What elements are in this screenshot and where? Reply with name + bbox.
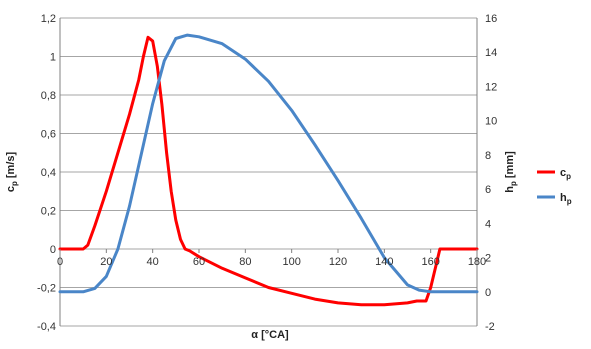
right-axis-tick-label: 14 [485, 47, 497, 59]
right-axis-ticks: -2 0 2 4 6 8 10 12 14 16 [485, 13, 497, 333]
left-axis-title-unit: [m/s] [5, 152, 17, 179]
right-axis-tick-label: 6 [485, 184, 491, 196]
x-axis-tick-label: 140 [375, 256, 393, 268]
legend-label-cp: cp [560, 167, 571, 181]
right-axis-title-subscript: p [509, 181, 518, 186]
left-axis-tick-label: 0,6 [41, 129, 56, 141]
right-axis-title-main: h [504, 186, 516, 193]
right-axis-tick-label: 0 [485, 287, 491, 299]
right-axis-tick-label: 16 [485, 13, 497, 25]
x-axis-tick-label: 40 [147, 256, 159, 268]
left-axis-tick-label: 1 [50, 52, 56, 64]
x-axis-tick-label: 100 [282, 256, 300, 268]
series-lines [58, 33, 479, 307]
x-axis-tick-label: 60 [193, 256, 205, 268]
left-axis-title: cp [m/s] [5, 152, 19, 193]
left-axis-tick-label: -0,4 [37, 321, 56, 333]
left-axis-ticks: -0,4 -0,2 0 0,2 0,4 0,6 0,8 1 1,2 [37, 13, 56, 333]
series-line-hp [58, 33, 479, 294]
right-axis-tick-label: 12 [485, 81, 497, 93]
right-axis-tick-label: -2 [485, 321, 495, 333]
legend-label-hp-subscript: p [567, 197, 572, 206]
gridlines [59, 17, 478, 327]
x-axis-tick-label: 160 [421, 256, 439, 268]
x-axis-tick-label: 20 [100, 256, 112, 268]
right-axis-title: hp [mm] [504, 151, 518, 193]
right-axis-tick-label: 10 [485, 116, 497, 128]
legend-label-cp-subscript: p [566, 172, 571, 181]
x-axis-tick-label: 180 [468, 256, 486, 268]
left-axis-tick-label: 0,8 [41, 90, 56, 102]
x-axis-title: α [°CA] [251, 329, 289, 341]
x-axis-tick-label: 0 [57, 256, 63, 268]
left-axis-tick-label: 0 [50, 244, 56, 256]
legend-label-hp: hp [560, 192, 572, 206]
series-line-cp [58, 35, 479, 307]
left-axis-tick-label: -0,2 [37, 283, 56, 295]
right-axis-tick-label: 8 [485, 150, 491, 162]
right-axis-tick-label: 2 [485, 253, 491, 265]
right-axis-tick-label: 4 [485, 218, 491, 230]
left-axis-title-subscript: p [10, 181, 19, 186]
x-axis-tick-label: 80 [239, 256, 251, 268]
legend: cp hp [537, 167, 572, 206]
left-axis-title-main: c [5, 186, 17, 192]
left-axis-tick-label: 0,2 [41, 206, 56, 218]
x-axis-tick-label: 120 [329, 256, 347, 268]
legend-label-hp-main: h [560, 192, 567, 204]
left-axis-tick-label: 0,4 [41, 167, 56, 179]
right-axis-title-unit: [mm] [504, 151, 516, 178]
left-axis-tick-label: 1,2 [41, 13, 56, 25]
legend-label-cp-main: c [560, 167, 566, 179]
x-axis-ticks: 0 20 40 60 80 100 120 140 160 180 [57, 249, 486, 268]
